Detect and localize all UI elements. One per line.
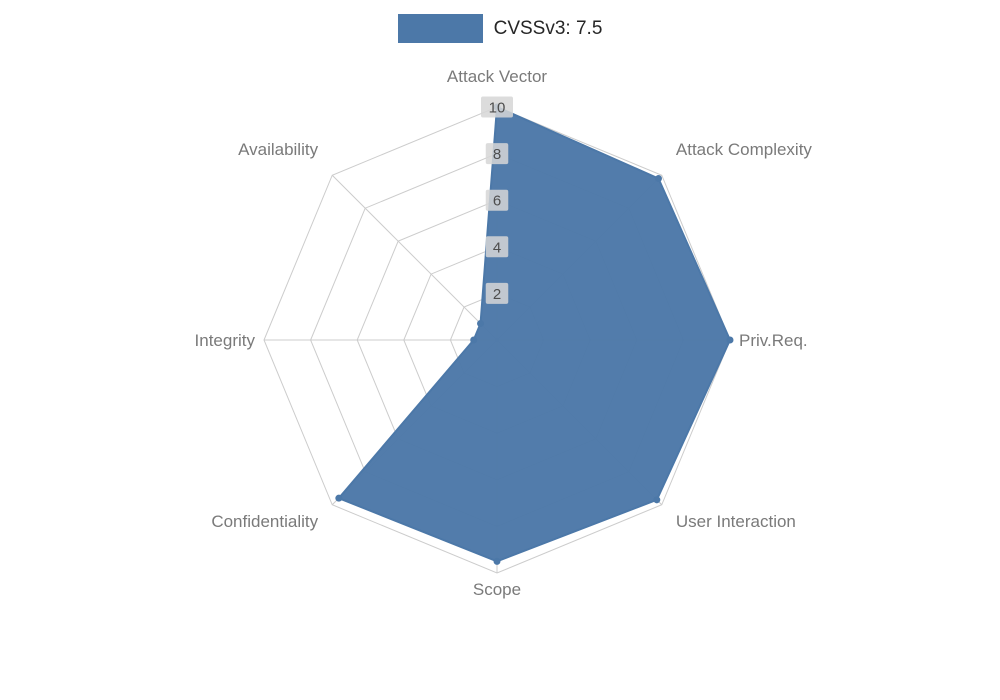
radar-axis-label: Priv.Req.: [739, 331, 808, 350]
radar-axis-label: Attack Vector: [447, 67, 547, 86]
radar-tick-label: 6: [493, 193, 501, 210]
radar-data-point: [335, 494, 343, 502]
radar-data-point: [477, 320, 485, 328]
radar-axis-label: Integrity: [195, 331, 256, 350]
legend-swatch: [397, 14, 483, 43]
radar-tick-box: [485, 189, 509, 211]
radar-grid-ring: [263, 106, 731, 574]
radar-tick-box: [485, 143, 509, 165]
radar-data-point: [653, 496, 661, 504]
radar-axis-label: Attack Complexity: [676, 140, 813, 159]
legend: CVSSv3: 7.5: [0, 14, 1000, 43]
radar-tick-box: [485, 282, 509, 304]
radar-grid-spoke: [331, 174, 498, 341]
radar-data-point: [493, 557, 501, 565]
radar-tick-label: 8: [493, 146, 501, 163]
radar-tick-label: 2: [493, 286, 501, 303]
radar-axis-label: Availability: [238, 140, 319, 159]
radar-tick-label: 4: [493, 239, 501, 256]
radar-tick-box: [485, 236, 509, 258]
legend-label: CVSSv3: 7.5: [493, 17, 603, 39]
radar-tick-label: 10: [489, 100, 506, 117]
radar-data-point: [654, 175, 662, 183]
radar-data-polygon: [337, 106, 731, 563]
radar-tick-box: [481, 96, 513, 118]
radar-data-point: [470, 336, 478, 344]
radar-axis-label: Scope: [473, 580, 521, 599]
radar-data-point: [726, 336, 734, 344]
radar-axis-label: Confidentiality: [211, 512, 318, 531]
radar-axis-label: User Interaction: [676, 512, 796, 531]
